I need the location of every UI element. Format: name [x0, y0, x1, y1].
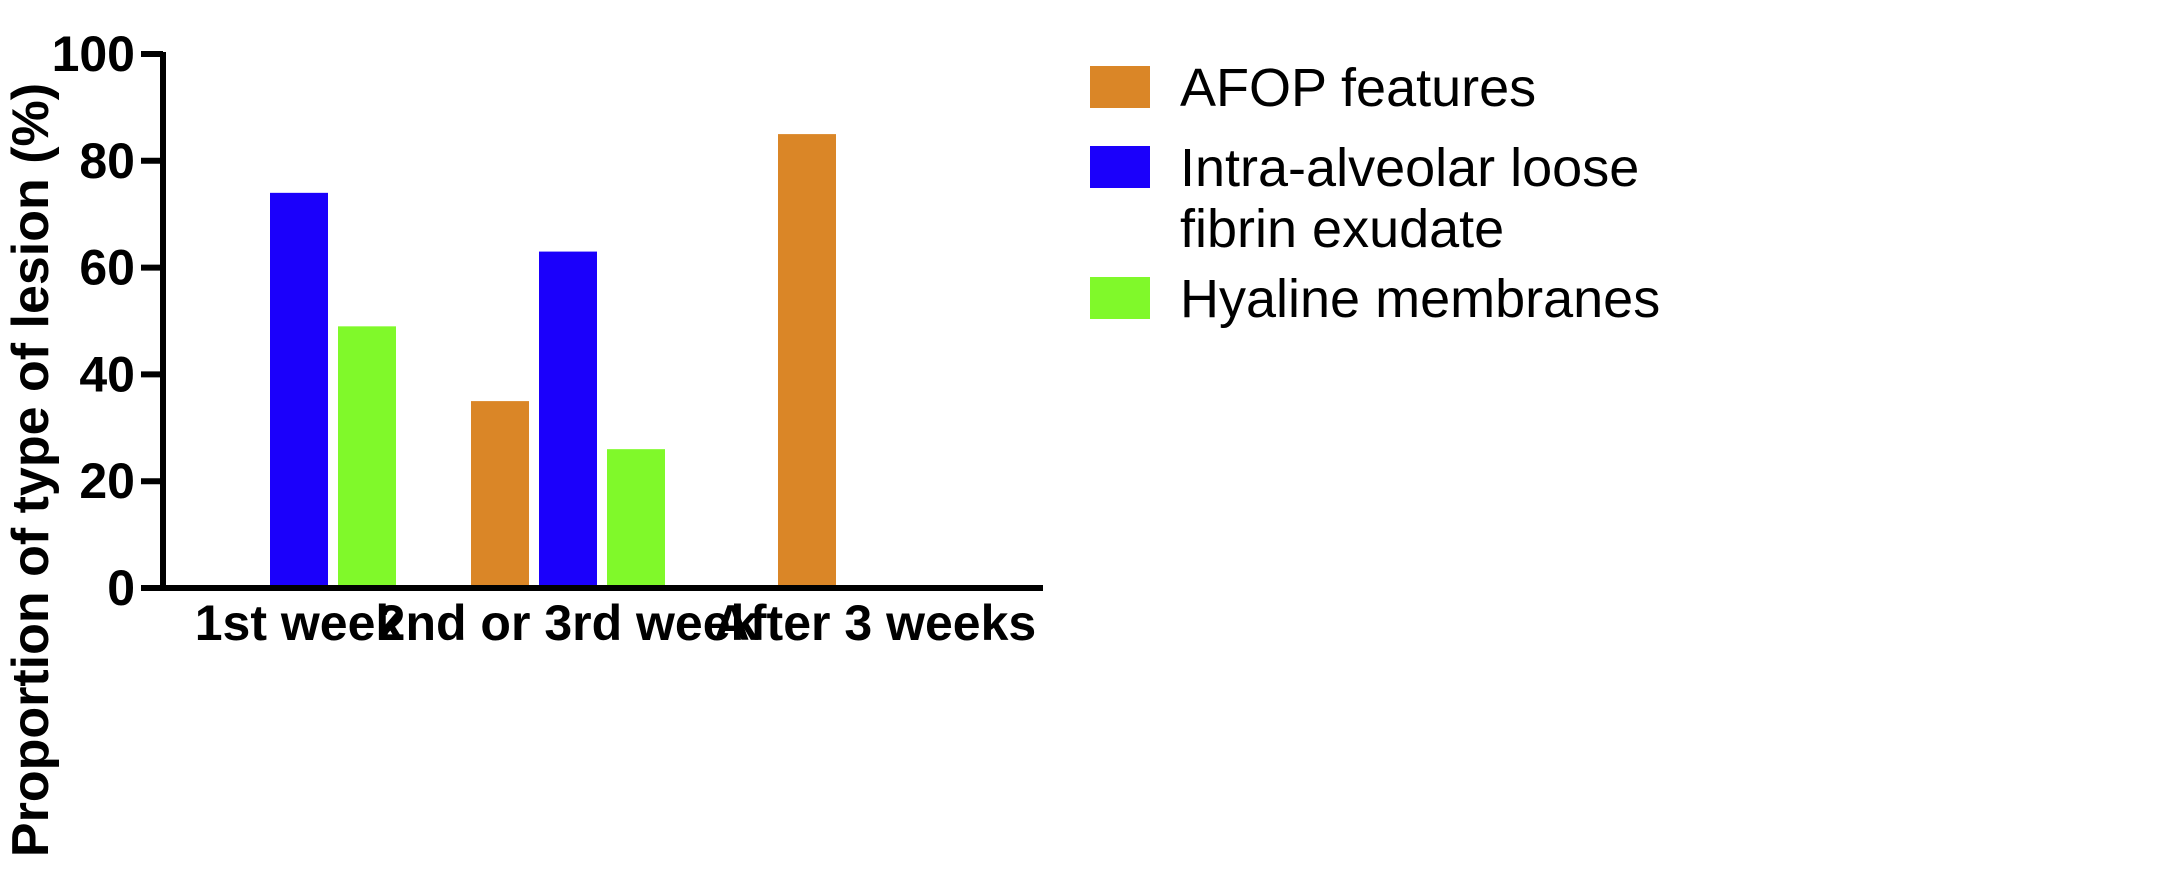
legend-swatch	[1090, 66, 1150, 108]
legend-label: AFOP features	[1180, 58, 1536, 118]
y-tick-label: 100	[52, 26, 135, 82]
y-tick-label: 0	[107, 560, 135, 616]
legend-label: Intra-alveolar loose	[1180, 138, 1639, 198]
y-axis-label: Proportion of type of lesion (%)	[2, 83, 60, 857]
legend-label: fibrin exudate	[1180, 199, 1504, 259]
bar	[270, 192, 328, 585]
bar	[338, 326, 396, 585]
x-tick-label: After 3 weeks	[714, 595, 1036, 651]
legend: AFOP features Intra-alveolar loosefibrin …	[1090, 58, 1660, 329]
legend-swatch	[1090, 146, 1150, 188]
y-tick-label: 20	[79, 453, 135, 509]
legend-label: Hyaline membranes	[1180, 269, 1660, 329]
bar	[471, 401, 529, 585]
legend-swatch	[1090, 277, 1150, 319]
bar	[778, 134, 836, 585]
bar	[607, 449, 665, 585]
y-tick-label: 40	[79, 346, 135, 402]
axes: 0 20 40 60 80 100	[52, 26, 1043, 616]
x-tick-label: 1st week	[195, 595, 404, 651]
bar	[539, 251, 597, 585]
x-tick-label: 2nd or 3rd week	[378, 595, 759, 651]
y-tick-label: 60	[79, 240, 135, 296]
bars	[270, 134, 836, 585]
y-tick-label: 80	[79, 133, 135, 189]
